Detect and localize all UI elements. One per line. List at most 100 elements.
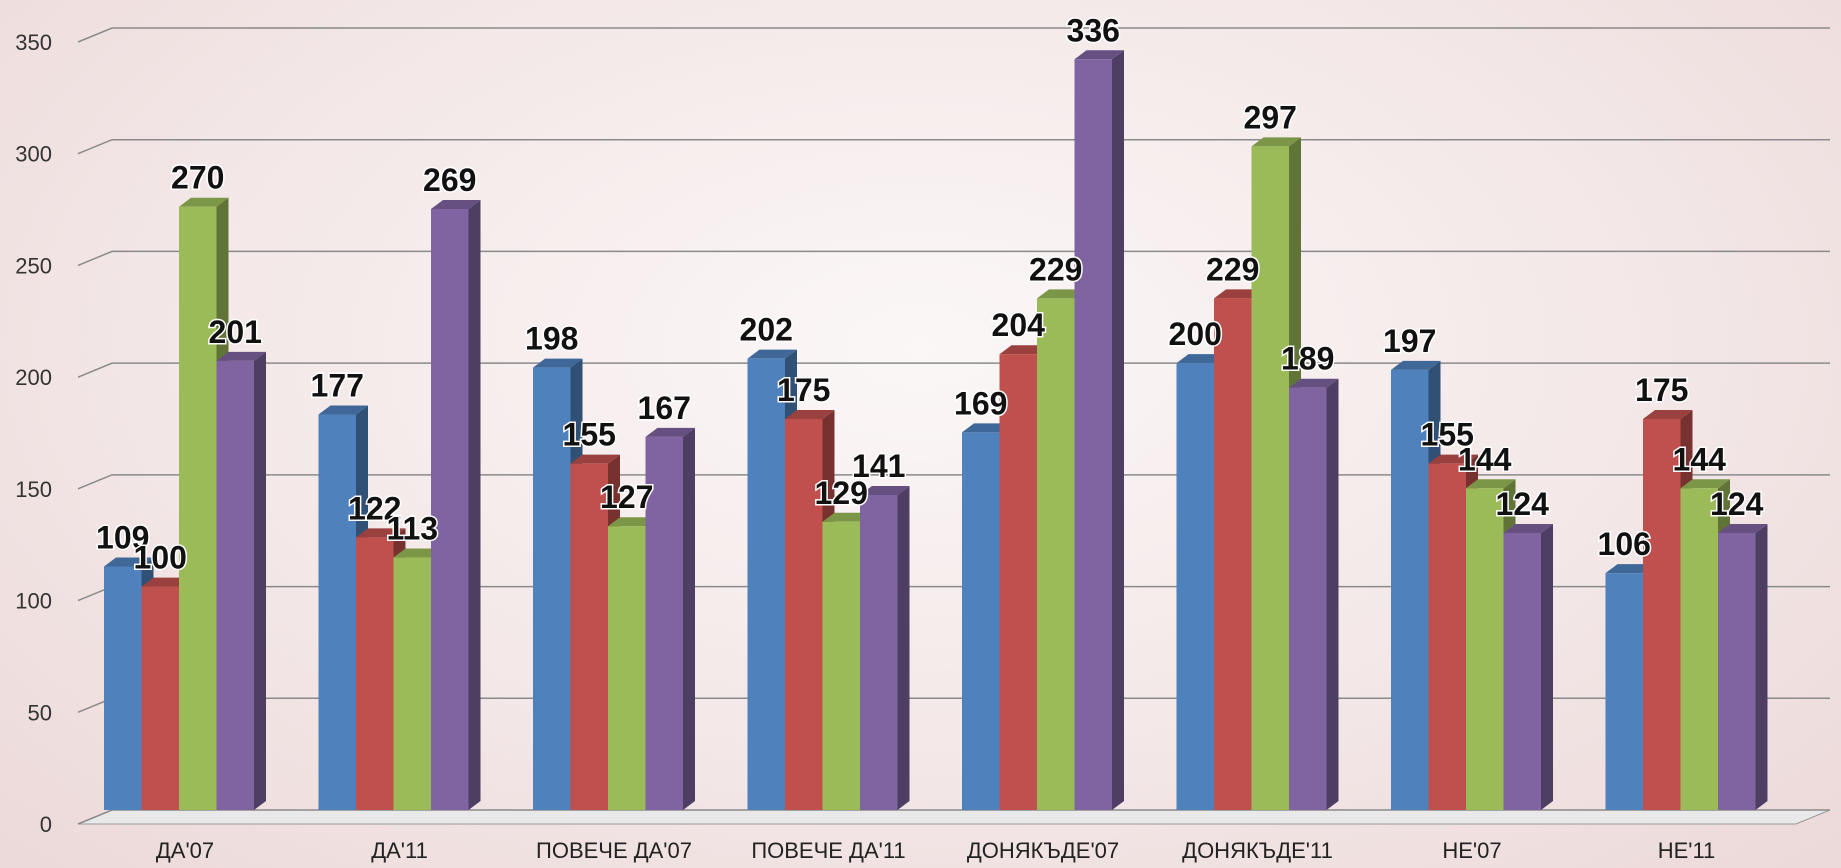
- bar-top: [1718, 523, 1768, 533]
- bar-front: [1391, 369, 1429, 810]
- data-label: 197: [1383, 323, 1436, 359]
- bar-front: [1643, 419, 1681, 810]
- data-label: 129: [815, 475, 868, 511]
- bar-top: [216, 351, 266, 361]
- y-tick-label: 0: [40, 812, 52, 837]
- data-label: 229: [1029, 251, 1082, 287]
- data-label: 201: [209, 314, 262, 350]
- data-label: 229: [1206, 251, 1259, 287]
- data-label: 200: [1169, 316, 1222, 352]
- bar-front: [356, 537, 394, 810]
- x-tick-label: ПОВЕЧЕ ДА'07: [536, 838, 692, 863]
- bar-front: [216, 360, 254, 810]
- grid-line: [77, 250, 1830, 267]
- bar-side: [1112, 50, 1124, 810]
- bar-front: [1503, 532, 1541, 810]
- data-label: 177: [311, 368, 364, 404]
- bar-front: [1074, 59, 1112, 810]
- data-label: 144: [1673, 441, 1727, 477]
- y-tick-label: 200: [15, 365, 52, 390]
- bar: [860, 485, 910, 810]
- data-label: 155: [563, 417, 616, 453]
- bar-top: [962, 423, 1012, 433]
- bar-side: [1755, 523, 1768, 810]
- bar-front: [1037, 298, 1075, 810]
- bar-front: [318, 414, 356, 810]
- y-tick-label: 250: [15, 253, 52, 278]
- bar-top: [570, 454, 620, 464]
- bar-top: [179, 197, 229, 207]
- data-label: 270: [171, 160, 224, 196]
- grid-line: [77, 27, 1830, 43]
- bar-front: [1718, 532, 1756, 810]
- bar-front: [645, 436, 683, 810]
- bar-front: [999, 354, 1037, 810]
- bar: [1503, 523, 1553, 810]
- bar-top: [1503, 523, 1553, 533]
- bar-front: [533, 367, 571, 810]
- bar-front: [431, 208, 469, 810]
- bar-side: [468, 199, 481, 810]
- data-label: 106: [1598, 526, 1651, 562]
- data-label: 124: [1710, 486, 1764, 522]
- floor: [77, 809, 1831, 825]
- y-tick-label: 150: [15, 477, 52, 502]
- bar-top: [1428, 454, 1478, 464]
- bar-front: [179, 206, 217, 810]
- grid-line: [77, 138, 1830, 155]
- bar-front: [1428, 463, 1466, 810]
- y-tick-label: 50: [28, 700, 52, 725]
- x-tick-label: ДОНЯКЪДЕ'11: [1182, 838, 1333, 863]
- bar-top: [318, 405, 368, 415]
- data-label: 198: [525, 321, 578, 357]
- bar-front: [393, 557, 431, 810]
- bar-top: [608, 517, 658, 527]
- bar-top: [1605, 564, 1655, 574]
- data-label: 175: [1635, 372, 1688, 408]
- bar: [1074, 50, 1124, 810]
- bar-top: [747, 349, 797, 359]
- data-label: 141: [852, 448, 905, 484]
- x-tick-label: ДА'07: [156, 838, 214, 863]
- data-label: 169: [954, 385, 1007, 421]
- bar-front: [1605, 573, 1643, 810]
- data-label: 204: [992, 307, 1046, 343]
- data-label: 122: [348, 490, 401, 526]
- bar-front: [1176, 363, 1214, 810]
- bar: [1289, 378, 1339, 810]
- bar-top: [785, 410, 835, 419]
- bar-front: [104, 566, 142, 810]
- bar-top: [1074, 50, 1124, 60]
- bar-front: [747, 358, 785, 810]
- x-tick-label: ПОВЕЧЕ ДА'11: [751, 838, 905, 863]
- bar-top: [1214, 289, 1264, 299]
- bar-front: [1214, 298, 1252, 810]
- bar: [645, 427, 695, 810]
- data-label: 124: [1496, 486, 1550, 522]
- data-label: 167: [638, 390, 691, 426]
- bar-top: [822, 512, 872, 522]
- bar-top: [356, 528, 406, 538]
- bar-top: [1680, 479, 1730, 489]
- y-tick-label: 300: [15, 142, 52, 167]
- bar-side: [254, 351, 266, 810]
- bar-top: [860, 485, 910, 495]
- x-tick-label: НЕ'11: [1658, 838, 1716, 863]
- data-label: 175: [777, 372, 830, 408]
- data-label: 269: [423, 162, 476, 198]
- data-label: 189: [1281, 341, 1334, 377]
- data-label: 113: [386, 511, 438, 547]
- bar-top: [1391, 360, 1441, 370]
- bar: [431, 199, 481, 810]
- bar-front: [141, 586, 179, 810]
- bar-top: [1466, 479, 1516, 489]
- y-tick-label: 350: [15, 30, 52, 55]
- bar: [216, 351, 266, 810]
- bar-top: [393, 548, 443, 558]
- bar-front: [860, 494, 898, 810]
- bar-top: [431, 199, 481, 209]
- bar-top: [1176, 354, 1226, 364]
- bar-top: [1643, 410, 1693, 419]
- y-tick-label: 100: [15, 589, 52, 614]
